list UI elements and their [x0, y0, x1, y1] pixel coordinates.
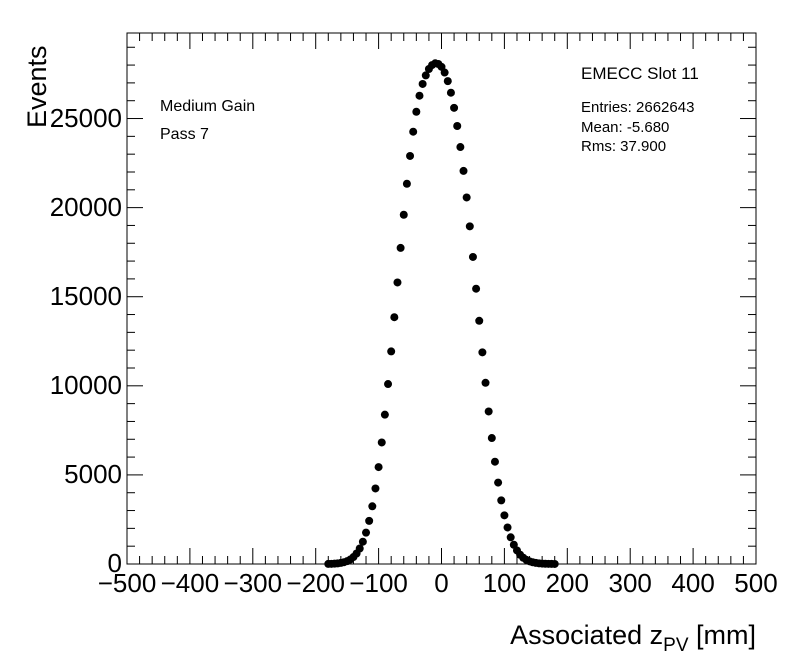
data-point — [402, 179, 411, 188]
annotation-pass: Pass 7 — [160, 126, 209, 143]
data-point — [446, 88, 455, 97]
x-axis-title-subscript: PV — [663, 635, 689, 656]
data-point — [500, 511, 509, 520]
data-point — [362, 528, 371, 537]
y-tick-label: 15000 — [49, 280, 122, 311]
data-point — [472, 284, 481, 293]
data-point — [421, 71, 430, 80]
data-point — [503, 523, 512, 532]
x-tick-label: −100 — [349, 568, 408, 598]
data-markers — [324, 59, 559, 568]
annotation-medium-gain: Medium Gain — [160, 98, 256, 115]
stats-entries: Entries: 2662643 — [581, 99, 695, 116]
x-tick-label: 300 — [608, 568, 652, 598]
data-point — [412, 107, 421, 116]
y-tick-label: 0 — [107, 548, 122, 578]
data-point — [409, 127, 418, 136]
data-point — [399, 210, 408, 219]
y-axis-title: Events — [22, 45, 52, 128]
data-point — [374, 463, 383, 472]
x-axis-title-main: Associated z — [510, 620, 664, 650]
x-tick-label: −300 — [223, 568, 283, 598]
x-tick-label: 500 — [734, 568, 778, 598]
x-tick-label: 100 — [482, 568, 527, 598]
x-axis-title: Associated zPV [mm] — [510, 620, 756, 657]
data-point — [384, 380, 393, 389]
data-point — [440, 68, 449, 77]
data-point — [355, 544, 364, 553]
data-point — [465, 222, 474, 231]
data-point — [450, 103, 459, 112]
data-point — [377, 438, 386, 447]
data-point — [481, 378, 490, 387]
axis-ticks — [126, 33, 757, 565]
x-tick-label: 200 — [545, 568, 589, 598]
data-point — [497, 496, 506, 505]
data-point — [484, 407, 493, 416]
x-tick-label: −500 — [97, 568, 157, 598]
x-tick-label: −400 — [160, 568, 220, 598]
x-tick-label: −200 — [286, 568, 345, 598]
x-tick-label: 0 — [434, 568, 449, 598]
data-point — [550, 559, 559, 568]
stats-mean: Mean: -5.680 — [581, 119, 670, 136]
data-point — [494, 478, 503, 487]
y-tick-label: 20000 — [49, 191, 122, 222]
data-point — [506, 533, 515, 542]
data-point — [371, 484, 380, 493]
data-point — [456, 143, 465, 152]
data-point — [468, 252, 477, 261]
plot-label: EMECC Slot 11 — [581, 64, 699, 83]
data-point — [459, 166, 468, 175]
data-point — [443, 77, 452, 86]
data-point — [487, 434, 496, 443]
y-tick-label: 5000 — [64, 458, 122, 489]
data-point — [380, 410, 389, 419]
data-point — [393, 278, 402, 287]
y-tick-label: 10000 — [49, 369, 122, 400]
data-point — [406, 151, 415, 160]
data-point — [462, 193, 471, 202]
x-axis-title-unit: [mm] — [688, 620, 756, 650]
data-point — [365, 516, 374, 525]
x-tick-label: 400 — [671, 568, 715, 598]
data-point — [368, 502, 377, 511]
y-tick-label: 25000 — [49, 102, 122, 133]
data-point — [478, 348, 487, 357]
data-point — [418, 79, 427, 88]
data-point — [387, 347, 396, 356]
stats-rms: Rms: 37.900 — [581, 138, 667, 155]
data-point — [490, 457, 499, 466]
data-point — [453, 122, 462, 131]
data-point — [475, 316, 484, 325]
data-point — [358, 537, 367, 546]
data-point — [390, 313, 399, 322]
data-point — [415, 91, 424, 100]
data-point — [396, 243, 405, 252]
